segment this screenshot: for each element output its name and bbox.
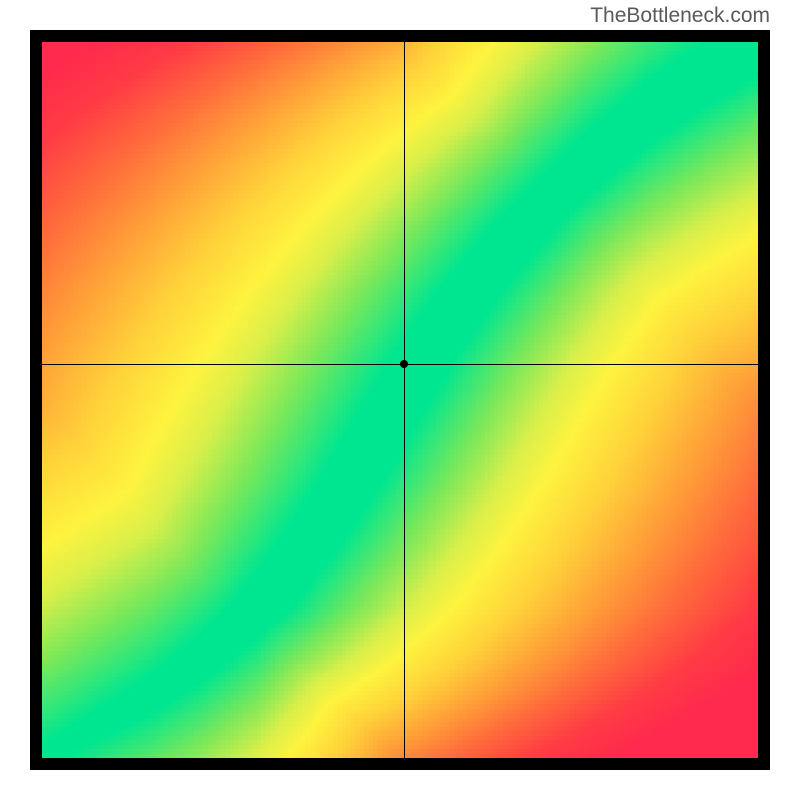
plot-area [42,42,758,758]
chart-frame [30,30,770,770]
marker-dot [400,360,408,368]
heatmap-canvas [42,42,758,758]
crosshair-vertical [404,42,405,758]
watermark-text: TheBottleneck.com [590,4,770,28]
